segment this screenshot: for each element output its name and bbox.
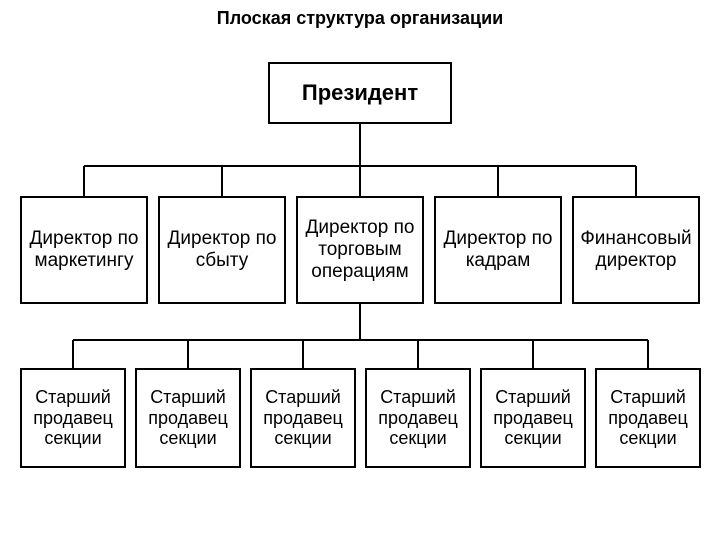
node-dir-hr-label: Директор по кадрам <box>438 228 558 272</box>
node-sr-1: Старший продавец секции <box>20 368 126 468</box>
node-sr-6: Старший продавец секции <box>595 368 701 468</box>
node-dir-sales-label: Директор по сбыту <box>162 228 282 272</box>
node-sr-3-label: Старший продавец секции <box>254 387 352 449</box>
node-sr-5-label: Старший продавец секции <box>484 387 582 449</box>
node-dir-finance: Финансовый директор <box>572 196 700 304</box>
node-sr-1-label: Старший продавец секции <box>24 387 122 449</box>
node-president-label: Президент <box>302 80 418 105</box>
node-dir-trade: Директор по торговым операциям <box>296 196 424 304</box>
node-president: Президент <box>268 62 452 124</box>
node-sr-6-label: Старший продавец секции <box>599 387 697 449</box>
org-chart: { "diagram": { "type": "tree", "title": … <box>0 0 720 540</box>
node-dir-sales: Директор по сбыту <box>158 196 286 304</box>
node-sr-2: Старший продавец секции <box>135 368 241 468</box>
node-dir-marketing: Директор по марке­тингу <box>20 196 148 304</box>
node-sr-4: Старший продавец секции <box>365 368 471 468</box>
node-sr-4-label: Старший продавец секции <box>369 387 467 449</box>
node-sr-3: Старший продавец секции <box>250 368 356 468</box>
node-sr-5: Старший продавец секции <box>480 368 586 468</box>
diagram-title: Плоская структура организации <box>0 8 720 29</box>
node-dir-hr: Директор по кадрам <box>434 196 562 304</box>
node-sr-2-label: Старший продавец секции <box>139 387 237 449</box>
node-dir-finance-label: Финансовый директор <box>576 228 696 272</box>
node-dir-trade-label: Директор по торговым операциям <box>300 217 420 283</box>
node-dir-marketing-label: Директор по марке­тингу <box>24 228 144 272</box>
